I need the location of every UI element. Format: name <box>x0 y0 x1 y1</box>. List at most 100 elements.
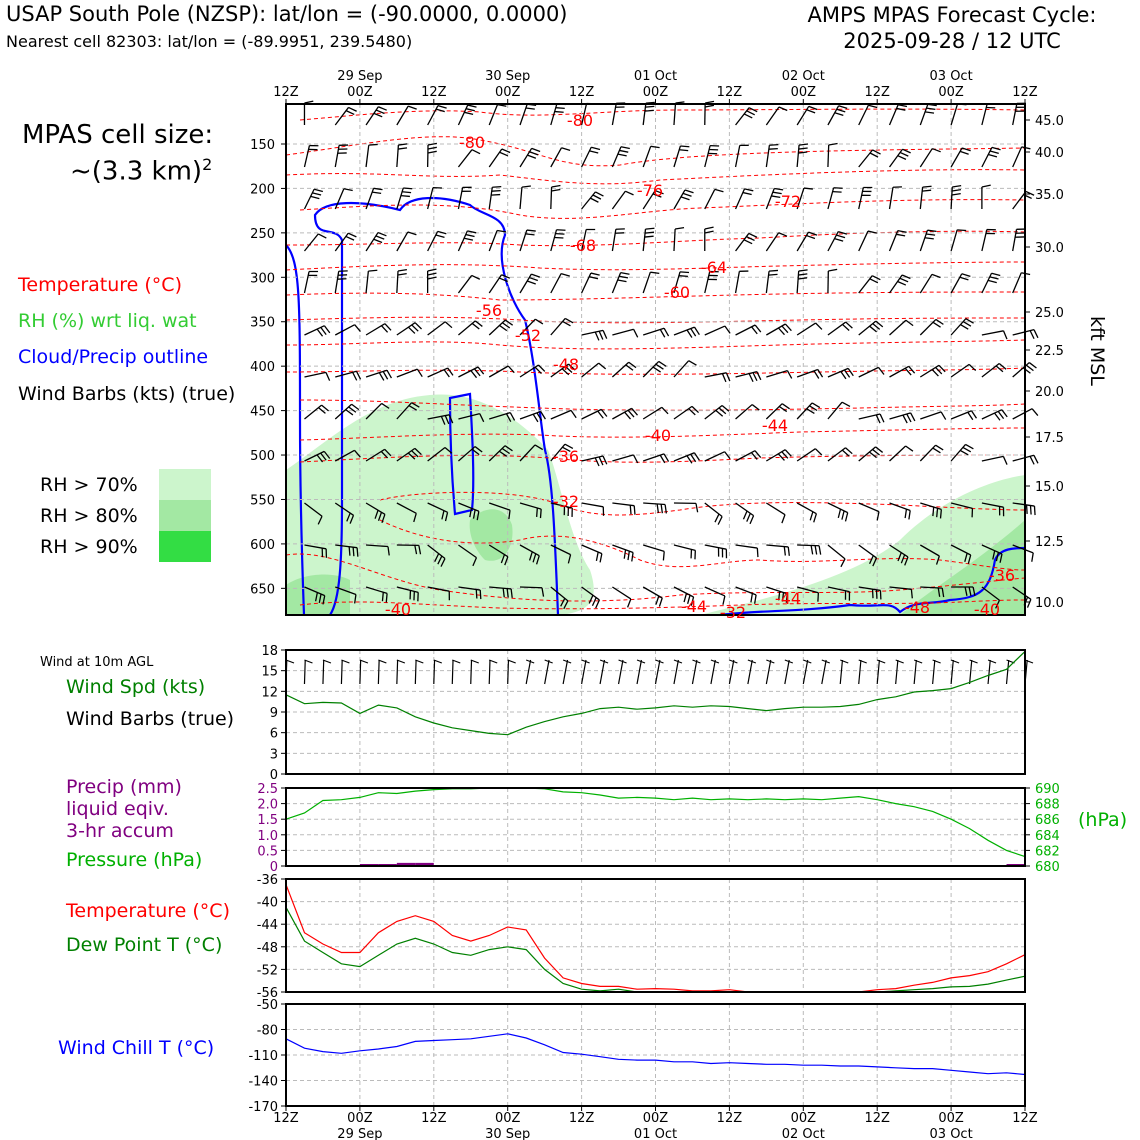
pressure-tick-label: 450 <box>250 405 275 420</box>
wind-barb <box>858 320 877 336</box>
wind-barb-flag <box>721 404 730 412</box>
surface-wind-barb <box>784 659 790 685</box>
wind-barb-flag <box>325 372 331 381</box>
date-tick-label-top: 29 Sep <box>337 69 382 84</box>
wind-barb-flag <box>408 326 416 334</box>
wind-barb-flag <box>751 404 760 411</box>
isotherm <box>299 599 1025 610</box>
wind-barb-flag <box>351 403 360 411</box>
wind-barb-flag <box>628 361 637 369</box>
wind-barb-flag <box>987 279 997 284</box>
wind-barb <box>581 362 600 378</box>
temperature-contour-label: -44 <box>762 416 788 435</box>
wind-barb-flag <box>836 108 846 113</box>
wind-barb-flag <box>784 323 792 332</box>
wind-barb <box>519 187 523 210</box>
surface-wind-barb-flag <box>784 659 794 664</box>
wind-barb-flag <box>345 409 354 416</box>
rh70-region <box>286 394 594 615</box>
surface-wind-barb <box>654 659 661 685</box>
wind-barb-flag <box>935 367 943 375</box>
legend-rh90: RH > 90% <box>40 536 138 558</box>
wind-barb-flag <box>1021 146 1031 150</box>
wind-barb-flag <box>504 445 513 452</box>
wind-barb <box>642 103 647 126</box>
wind-barb-flag <box>742 191 752 196</box>
wind-barb-flag <box>743 113 753 119</box>
wind-barb <box>427 321 446 336</box>
wind-barb <box>827 321 847 336</box>
wind-barb-flag <box>749 515 755 525</box>
surface-wind-barb-flag <box>932 659 941 664</box>
wind-barb-flag <box>476 511 480 521</box>
wind-barb-flag <box>594 457 600 467</box>
wind-barb-flag <box>995 552 999 562</box>
wind-barb-flag <box>501 274 511 279</box>
wind-barb-flag <box>434 553 440 562</box>
surface-wind-barb <box>451 659 454 685</box>
chart-title: USAP South Pole (NZSP): lat/lon = (-90.0… <box>6 2 568 26</box>
wind-barb <box>981 586 1000 601</box>
wind-barb <box>427 231 439 252</box>
wind-barb-flag <box>902 148 911 154</box>
wind-barb-flag <box>939 509 942 519</box>
wind-barb <box>365 402 383 420</box>
wind-barb-flag <box>781 592 785 602</box>
wind-barb-flag <box>644 235 654 238</box>
wind-barb-flag <box>931 273 941 279</box>
surface-wind-barb-flag <box>821 659 830 664</box>
wind-barb <box>889 586 912 590</box>
legend-temperature-2: Temperature (°C) <box>66 900 230 922</box>
wind-barb-flag <box>477 366 485 375</box>
wind-barb-flag <box>620 271 630 275</box>
wind-barb-flag <box>526 229 536 232</box>
wind-barb-flag <box>754 450 762 459</box>
surface-wind-barb-flag <box>322 659 332 664</box>
wind-barb-flag <box>687 595 691 605</box>
wind-barb-flag <box>407 452 416 460</box>
time-tick-label-bottom: 00Z <box>347 1111 373 1126</box>
wind-barb <box>365 106 379 126</box>
surface-wind-barb <box>765 659 772 685</box>
wind-barb-flag <box>407 105 417 110</box>
wind-barb-flag <box>427 146 437 150</box>
kft-tick-label: 20.0 <box>1035 385 1064 400</box>
wind-barb-flag <box>777 327 785 336</box>
wind-barb-flag <box>633 505 636 515</box>
wind-barb-flag <box>683 593 688 603</box>
rh80-region-right <box>900 520 1025 615</box>
time-tick-label-top: 00Z <box>938 85 964 100</box>
surface-wind-barb-flag <box>729 659 738 664</box>
wind-barb-flag <box>534 366 542 375</box>
kft-tick-label: 25.0 <box>1035 306 1064 321</box>
wind-barb <box>735 324 756 336</box>
wind-barb-flag <box>1033 329 1039 339</box>
wind-barb-flag <box>531 147 541 153</box>
wind-barb <box>642 544 665 553</box>
wind-barb-flag <box>910 412 916 422</box>
wind-barb-flag <box>868 104 878 109</box>
time-tick-label-bottom: 12Z <box>273 1111 299 1126</box>
date-tick-label-bottom: 03 Oct <box>930 1127 973 1140</box>
surface-wind-barb-flag <box>950 659 960 664</box>
wind-barb-flag <box>590 197 599 203</box>
wind-barb-flag <box>991 146 1001 151</box>
wind-barb <box>612 586 632 600</box>
wind-barb-flag <box>501 447 510 455</box>
isotherm <box>299 199 1025 219</box>
wind-barb-flag <box>751 326 758 335</box>
isotherm <box>379 491 1025 516</box>
wind-barb-flag <box>1002 330 1008 340</box>
wind-barb-flag <box>595 551 599 561</box>
date-tick-label-top: 30 Sep <box>485 69 530 84</box>
wind-barb-flag <box>591 597 597 607</box>
wind-barb-flag <box>704 104 715 108</box>
legend-temperature: Temperature (°C) <box>18 274 182 296</box>
wind-barb-flag <box>499 277 508 283</box>
wind-barb-flag <box>951 193 961 196</box>
wind-barb <box>673 326 695 336</box>
wind-barb-flag <box>555 232 565 235</box>
wind-barb-flag <box>310 195 320 200</box>
wind-barb-flag <box>1026 599 1032 608</box>
pressure-tick-label: 300 <box>250 271 275 286</box>
